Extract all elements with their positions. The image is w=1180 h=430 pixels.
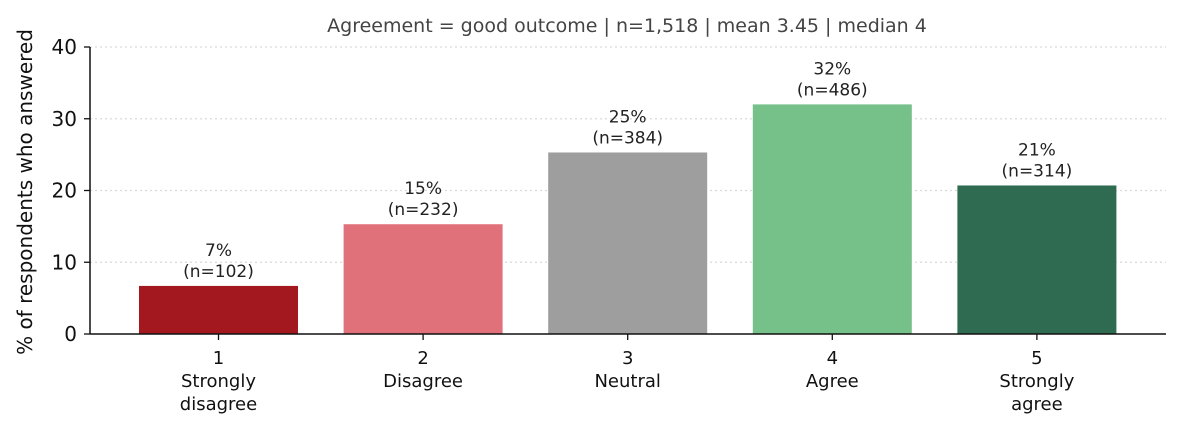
data-label-count: (n=102) [183,262,254,282]
x-tick-label: Disagree [383,371,463,392]
x-tick-label: Neutral [594,371,660,392]
x-tick-label: disagree [180,394,257,415]
y-tick-label: 20 [52,179,77,203]
x-tick-label: Strongly [999,371,1074,392]
x-ticks: 1Stronglydisagree2Disagree3Neutral4Agree… [180,334,1075,415]
x-tick-label: agree [1011,394,1063,415]
x-tick-code: 5 [1031,348,1042,369]
x-tick-label: Agree [806,371,859,392]
bar-3 [548,152,708,334]
x-tick-label: Strongly [181,371,256,392]
data-label-count: (n=314) [1002,161,1073,181]
y-ticks: 0 10 20 30 40 [52,35,90,346]
data-label-percent: 7% [205,241,232,261]
y-tick-label: 40 [52,35,77,59]
x-tick-code: 4 [827,348,838,369]
data-label-percent: 21% [1018,140,1056,160]
y-axis-label: % of respondents who answered [13,29,37,355]
chart-subtitle: Agreement = good outcome | n=1,518 | mea… [327,15,927,37]
data-label-percent: 32% [813,59,851,79]
bar-4 [752,104,912,335]
bar-2 [343,224,503,334]
data-label-count: (n=384) [592,128,663,148]
bar-5 [957,185,1117,334]
bar-1 [139,285,298,334]
x-tick-code: 2 [417,348,428,369]
data-label-percent: 15% [404,179,442,199]
data-labels: 7%(n=102) 15%(n=232) 25%(n=384) 32%(n=486) 2… [183,59,1072,282]
data-label-count: (n=232) [388,200,459,220]
y-tick-label: 10 [52,250,77,274]
x-tick-code: 3 [622,348,633,369]
data-label-count: (n=486) [797,80,868,100]
y-tick-label: 30 [52,107,77,131]
bars [139,104,1117,335]
x-tick-code: 1 [213,348,224,369]
data-label-percent: 25% [609,107,647,127]
y-tick-label: 0 [64,322,77,346]
